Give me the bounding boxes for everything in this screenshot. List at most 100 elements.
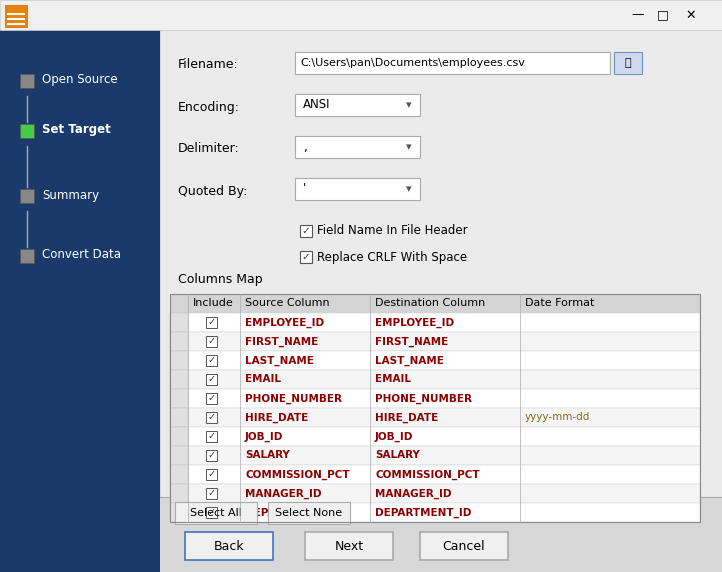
Bar xyxy=(170,484,188,503)
Text: ✓: ✓ xyxy=(207,336,216,346)
Text: Set Target: Set Target xyxy=(42,124,110,137)
Text: Next: Next xyxy=(334,539,364,553)
Bar xyxy=(295,94,420,116)
Text: Convert Data: Convert Data xyxy=(42,248,121,261)
Bar xyxy=(206,374,217,384)
Text: EMPLOYEE_ID: EMPLOYEE_ID xyxy=(375,317,454,328)
Text: Field Name In File Header: Field Name In File Header xyxy=(317,224,468,237)
Bar xyxy=(170,332,188,351)
Text: ✓: ✓ xyxy=(207,412,216,422)
Text: ✓: ✓ xyxy=(207,469,216,479)
Bar xyxy=(305,532,393,560)
Bar xyxy=(206,450,217,460)
Text: DEPARTMENT_ID: DEPARTMENT_ID xyxy=(245,507,342,518)
Text: JOB_ID: JOB_ID xyxy=(375,431,414,442)
Text: MANAGER_ID: MANAGER_ID xyxy=(245,488,321,499)
Text: SALARY: SALARY xyxy=(245,451,290,460)
Text: Summary: Summary xyxy=(42,189,99,201)
Bar xyxy=(206,336,217,347)
Text: Filename:: Filename: xyxy=(178,58,239,72)
Text: LAST_NAME: LAST_NAME xyxy=(375,355,444,366)
Text: Source Column: Source Column xyxy=(245,299,330,308)
Bar xyxy=(170,294,700,522)
Text: ANSI: ANSI xyxy=(303,98,331,112)
Text: ✓: ✓ xyxy=(301,226,310,236)
Bar xyxy=(170,389,700,408)
Bar xyxy=(160,497,722,572)
Bar xyxy=(300,251,312,263)
Text: ✓: ✓ xyxy=(207,507,216,517)
Bar xyxy=(206,392,217,403)
Bar xyxy=(295,178,420,200)
Bar xyxy=(170,465,188,484)
Text: ▾: ▾ xyxy=(406,184,412,194)
Text: ✓: ✓ xyxy=(207,393,216,403)
Bar xyxy=(170,503,188,522)
Bar xyxy=(420,532,508,560)
Text: EMPLOYEE_ID: EMPLOYEE_ID xyxy=(245,317,324,328)
Bar xyxy=(170,503,700,522)
Text: ✓: ✓ xyxy=(207,374,216,384)
Bar xyxy=(170,332,700,351)
Text: COMMISSION_PCT: COMMISSION_PCT xyxy=(245,470,349,480)
Bar xyxy=(170,484,700,503)
Bar xyxy=(175,502,257,524)
Text: Destination Column: Destination Column xyxy=(375,299,485,308)
Bar xyxy=(170,408,188,427)
Bar xyxy=(300,225,312,237)
Bar xyxy=(170,446,700,465)
Bar xyxy=(268,502,350,524)
Text: ✓: ✓ xyxy=(207,488,216,498)
Bar xyxy=(170,389,188,408)
Text: SALARY: SALARY xyxy=(375,451,420,460)
Bar xyxy=(206,316,217,328)
Bar xyxy=(170,465,700,484)
Text: PHONE_NUMBER: PHONE_NUMBER xyxy=(375,394,472,404)
Text: ▾: ▾ xyxy=(406,142,412,152)
Bar xyxy=(295,136,420,158)
Text: Cancel: Cancel xyxy=(443,539,485,553)
Text: HIRE_DATE: HIRE_DATE xyxy=(245,412,308,423)
Bar xyxy=(0,0,722,30)
Bar xyxy=(170,427,700,446)
Text: JOB_ID: JOB_ID xyxy=(245,431,283,442)
Bar xyxy=(185,532,273,560)
Text: LAST_NAME: LAST_NAME xyxy=(245,355,314,366)
Text: MANAGER_ID: MANAGER_ID xyxy=(375,488,451,499)
Text: —: — xyxy=(632,9,644,22)
Text: ✓: ✓ xyxy=(207,317,216,327)
Bar xyxy=(206,468,217,479)
Bar xyxy=(170,351,700,370)
Text: EMAIL: EMAIL xyxy=(375,375,411,384)
Bar xyxy=(206,487,217,499)
Text: ✓: ✓ xyxy=(301,252,310,262)
Text: ✕: ✕ xyxy=(686,9,696,22)
Text: EMAIL: EMAIL xyxy=(245,375,281,384)
Bar xyxy=(20,249,34,263)
Text: FIRST_NAME: FIRST_NAME xyxy=(245,336,318,347)
Text: ': ' xyxy=(303,182,306,196)
Text: Back: Back xyxy=(214,539,244,553)
Text: Select All: Select All xyxy=(190,508,242,518)
Text: FIRST_NAME: FIRST_NAME xyxy=(375,336,448,347)
Text: Select None: Select None xyxy=(275,508,342,518)
Bar xyxy=(206,506,217,518)
Text: □: □ xyxy=(657,9,669,22)
Text: C:\Users\pan\Documents\employees.csv: C:\Users\pan\Documents\employees.csv xyxy=(300,58,525,68)
Text: COMMISSION_PCT: COMMISSION_PCT xyxy=(375,470,479,480)
Text: Encoding:: Encoding: xyxy=(178,101,240,113)
Bar xyxy=(614,52,642,74)
Text: ✓: ✓ xyxy=(207,355,216,365)
Bar xyxy=(5,5,27,27)
Bar xyxy=(170,313,700,332)
Bar xyxy=(170,313,188,332)
Bar xyxy=(206,355,217,366)
Text: DEPARTMENT_ID: DEPARTMENT_ID xyxy=(375,507,471,518)
Bar xyxy=(295,52,610,74)
Text: PHONE_NUMBER: PHONE_NUMBER xyxy=(245,394,342,404)
Text: Delimiter:: Delimiter: xyxy=(178,142,240,156)
Text: ✓: ✓ xyxy=(207,431,216,441)
Text: HIRE_DATE: HIRE_DATE xyxy=(375,412,438,423)
Bar xyxy=(170,294,700,313)
Bar xyxy=(170,427,188,446)
